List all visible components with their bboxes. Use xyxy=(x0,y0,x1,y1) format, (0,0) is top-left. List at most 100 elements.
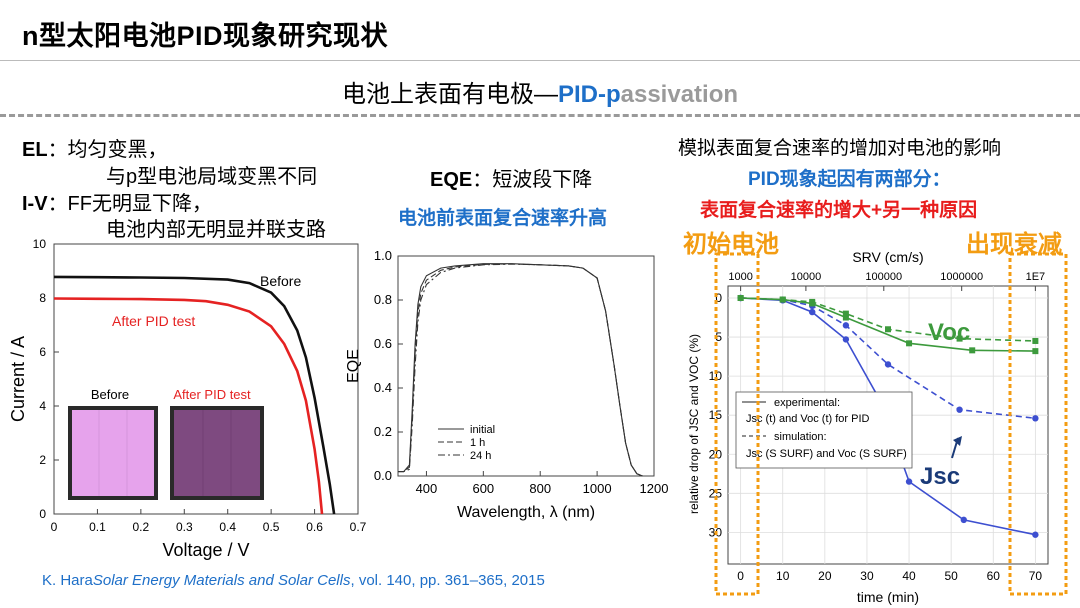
srv-axis-label: SRV (cm/s) xyxy=(852,249,923,265)
eqe-plot-frame xyxy=(397,255,655,477)
subtitle-highlight-blue: PID-p xyxy=(557,81,621,108)
drop-data-point xyxy=(842,310,849,317)
drop-data-point xyxy=(809,298,816,305)
drop-data-point xyxy=(969,347,976,354)
drop-x-tick-label: 10 xyxy=(776,569,790,583)
iv-desc-1: ：FF无明显下降， xyxy=(47,193,212,215)
el-inset-label-before: Before xyxy=(91,387,129,402)
iv-x-tick-label: 0 xyxy=(51,520,58,534)
drop-data-point xyxy=(809,308,816,316)
iv-x-tick-label: 0.4 xyxy=(219,520,236,534)
el-label: EL xyxy=(22,139,48,161)
iv-x-tick-label: 0.3 xyxy=(176,520,193,534)
iv-x-tick-label: 0.7 xyxy=(350,520,367,534)
legend-experimental: experimental: xyxy=(774,397,840,409)
drop-legend xyxy=(735,391,913,469)
eqe-y-tick-label: 1.0 xyxy=(374,248,392,263)
eqe-line: EQE：短波段下降 xyxy=(430,163,592,192)
drop-x-tick-label: 40 xyxy=(902,569,916,583)
iv-x-tick-label: 0.2 xyxy=(133,520,150,534)
el-desc-2: 与p型电池局域变黑不同 xyxy=(106,166,318,188)
voc-annotation: Voc xyxy=(928,319,970,346)
eqe-legend-label: 24 h xyxy=(470,450,491,462)
relative-drop-chart: SRV (cm/s) 0 10 20 30 40 50 60 7005101520253010… xyxy=(687,249,1068,605)
drop-x-tick-label: 60 xyxy=(987,569,1001,583)
iv-x-tick-label: 0.6 xyxy=(306,520,323,534)
jsc-annotation: Jsc xyxy=(920,463,960,490)
right-cause-heading: PID现象起因有两部分： xyxy=(748,169,951,190)
drop-x-axis-label: time (min) xyxy=(857,589,919,605)
title-divider xyxy=(0,60,1080,61)
iv-line-1: I-V：FF无明显下降， xyxy=(22,187,212,216)
iv-label: I-V xyxy=(22,193,48,215)
eqe-x-tick-label: 600 xyxy=(472,481,494,496)
iv-y-tick-label: 8 xyxy=(39,291,46,305)
citation-author: K. Hara xyxy=(42,572,93,589)
drop-data-point xyxy=(737,295,744,301)
initial-cell-highlight-box xyxy=(714,252,760,596)
drop-y-tick-label: 0 xyxy=(715,291,722,305)
legend-simulation-desc: Jsc (S SURF) and Voc (S SURF) xyxy=(746,448,907,460)
eqe-series-line-24-h xyxy=(398,263,643,477)
eqe-desc: ：短波段下降 xyxy=(472,169,593,191)
drop-x-tick-label: 30 xyxy=(860,569,874,583)
iv-y-axis-label: Current / A xyxy=(8,336,28,422)
el-inset-label-after: After PID test xyxy=(173,387,251,402)
iv-series-label-before: Before xyxy=(260,273,301,289)
el-desc-1: ：均匀变黑， xyxy=(47,139,168,161)
right-cause-detail: 表面复合速率的增大+另一种原因 xyxy=(700,200,978,221)
iv-x-tick-label: 0.5 xyxy=(263,520,280,534)
iv-y-tick-label: 0 xyxy=(39,507,46,521)
drop-x-tick-label: 50 xyxy=(944,569,958,583)
drop-series-line-jsc-experimental xyxy=(740,297,1036,536)
iv-series-line-before xyxy=(53,275,336,515)
drop-data-point xyxy=(842,322,850,329)
el-image-after xyxy=(174,410,260,496)
subtitle-text: 电池上表面有电极— xyxy=(341,81,558,108)
iv-y-tick-label: 10 xyxy=(33,237,47,251)
legend-experimental-desc: Jsc (t) and Voc (t) for PID xyxy=(746,413,870,425)
eqe-x-tick-label: 800 xyxy=(529,481,551,496)
iv-series-line-after-pid xyxy=(53,297,324,515)
eqe-y-tick-label: 0.0 xyxy=(374,468,392,483)
iv-x-axis-label: Voltage / V xyxy=(162,540,249,560)
iv-chart: 0 0.1 0.2 0.3 0.4 0.5 0.6 0.7 0 2 4 6 8 10 Before Aft… xyxy=(8,237,367,560)
drop-data-point xyxy=(884,361,892,368)
iv-y-tick-label: 2 xyxy=(39,453,46,467)
drop-x-tick-label: 20 xyxy=(818,569,832,583)
iv-y-tick-label: 6 xyxy=(39,345,46,359)
srv-tick-label: 1000 xyxy=(728,271,752,283)
eqe-y-tick-label: 0.4 xyxy=(374,380,392,395)
iv-series-label-after: After PID test xyxy=(112,313,195,329)
eqe-x-axis-label: Wavelength, λ (nm) xyxy=(457,504,595,521)
eqe-x-tick-label: 1200 xyxy=(640,481,669,496)
drop-data-point xyxy=(906,340,913,347)
iv-desc-2: 电池内部无明显并联支路 xyxy=(106,219,326,241)
subtitle-highlight-gray: assivation xyxy=(620,81,739,108)
drop-y-tick-label: 10 xyxy=(709,369,723,383)
srv-tick-label: 10000 xyxy=(791,271,822,283)
eqe-x-tick-label: 400 xyxy=(416,481,438,496)
slide-subtitle: 电池上表面有电极—PID-passivation xyxy=(0,74,1080,109)
legend-simulation: simulation: xyxy=(774,431,827,443)
drop-data-point xyxy=(842,314,849,321)
drop-data-point xyxy=(956,335,963,342)
drop-data-point xyxy=(1032,415,1039,422)
drop-data-point xyxy=(1032,531,1039,538)
right-heading: 模拟表面复合速率的增加对电池的影响 xyxy=(678,138,1002,159)
eqe-y-tick-label: 0.6 xyxy=(374,336,392,351)
srv-tick-label: 1E7 xyxy=(1026,271,1046,283)
drop-data-point xyxy=(1032,348,1039,355)
citation: K. HaraSolar Energy Materials and Solar … xyxy=(42,572,545,589)
drop-x-tick-label: 70 xyxy=(1029,569,1043,583)
drop-y-tick-label: 25 xyxy=(709,486,723,500)
eqe-legend-label: 1 h xyxy=(470,437,485,449)
el-line-1: EL：均匀变黑， xyxy=(22,133,168,162)
drop-data-point xyxy=(956,406,963,413)
degradation-highlight-box xyxy=(1008,252,1068,596)
el-image-before xyxy=(72,410,154,496)
iv-y-tick-label: 4 xyxy=(39,399,46,413)
drop-data-point xyxy=(779,296,786,303)
eqe-chart: 400 600 800 1000 1200 0.0 0.2 0.4 0.6 0.8 1.0 init… xyxy=(345,248,669,521)
eqe-y-axis-label: EQE xyxy=(345,349,362,383)
